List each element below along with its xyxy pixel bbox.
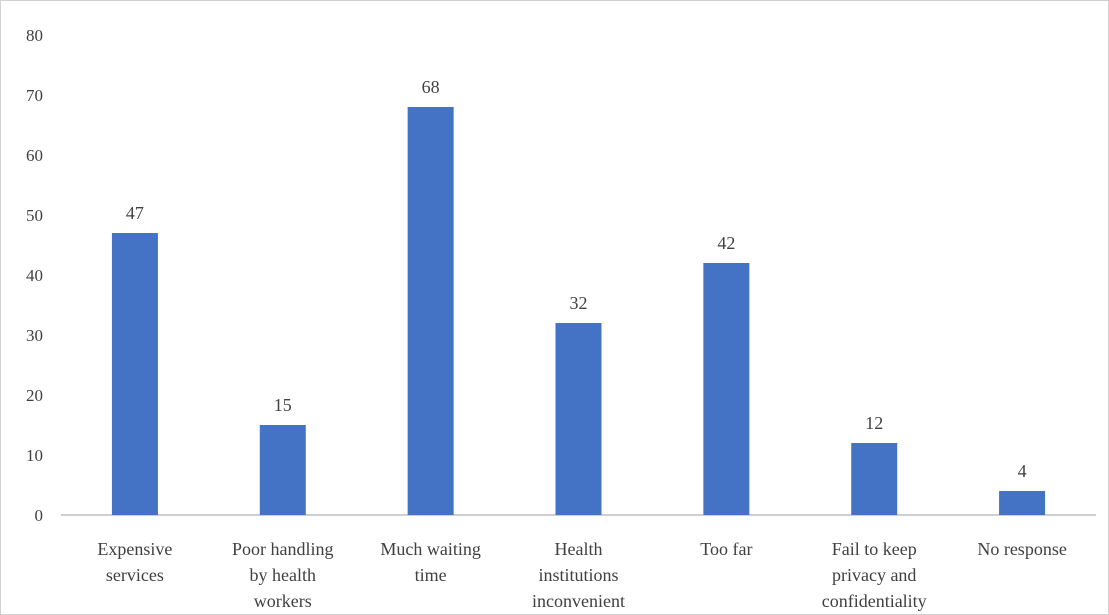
category-label: confidentiality [822,591,927,611]
category-label: Too far [700,539,752,559]
data-label: 4 [1018,461,1027,481]
category-label: Poor handling [232,539,334,559]
bar [703,263,750,515]
category-label: workers [254,591,312,611]
category-label: inconvenient [532,591,625,611]
category-label: Fail to keep [832,539,917,559]
category-labels: Expensive services Poor handling by health w… [97,539,1066,611]
category-label: by health [250,565,316,585]
y-tick-label: 20 [26,386,43,405]
y-tick-label: 30 [26,326,43,345]
category-label: Expensive [97,539,172,559]
bar [851,443,898,515]
data-labels: 47 15 68 32 42 12 4 [126,77,1027,481]
data-label: 12 [865,413,883,433]
data-label: 15 [274,395,292,415]
y-tick-label: 0 [35,506,44,525]
bars [111,107,1046,515]
data-label: 42 [717,233,735,253]
bar [407,107,454,515]
y-tick-label: 10 [26,446,43,465]
bar [111,233,158,515]
y-tick-label: 60 [26,146,43,165]
data-label: 47 [126,203,144,223]
category-label: privacy and [832,565,916,585]
y-tick-label: 50 [26,206,43,225]
data-label: 68 [422,77,440,97]
y-tick-label: 70 [26,86,43,105]
category-label: services [106,565,164,585]
y-tick-label: 80 [26,26,43,45]
bar [259,425,306,515]
category-label: Health [555,539,603,559]
y-tick-label: 40 [26,266,43,285]
data-label: 32 [570,293,588,313]
category-label: Much waiting [380,539,481,559]
category-label: No response [977,539,1066,559]
category-label: time [415,565,447,585]
bar [999,491,1046,515]
category-label: institutions [538,565,618,585]
y-axis-ticks: 0 10 20 30 40 50 60 70 80 [26,26,43,525]
bar [555,323,602,515]
